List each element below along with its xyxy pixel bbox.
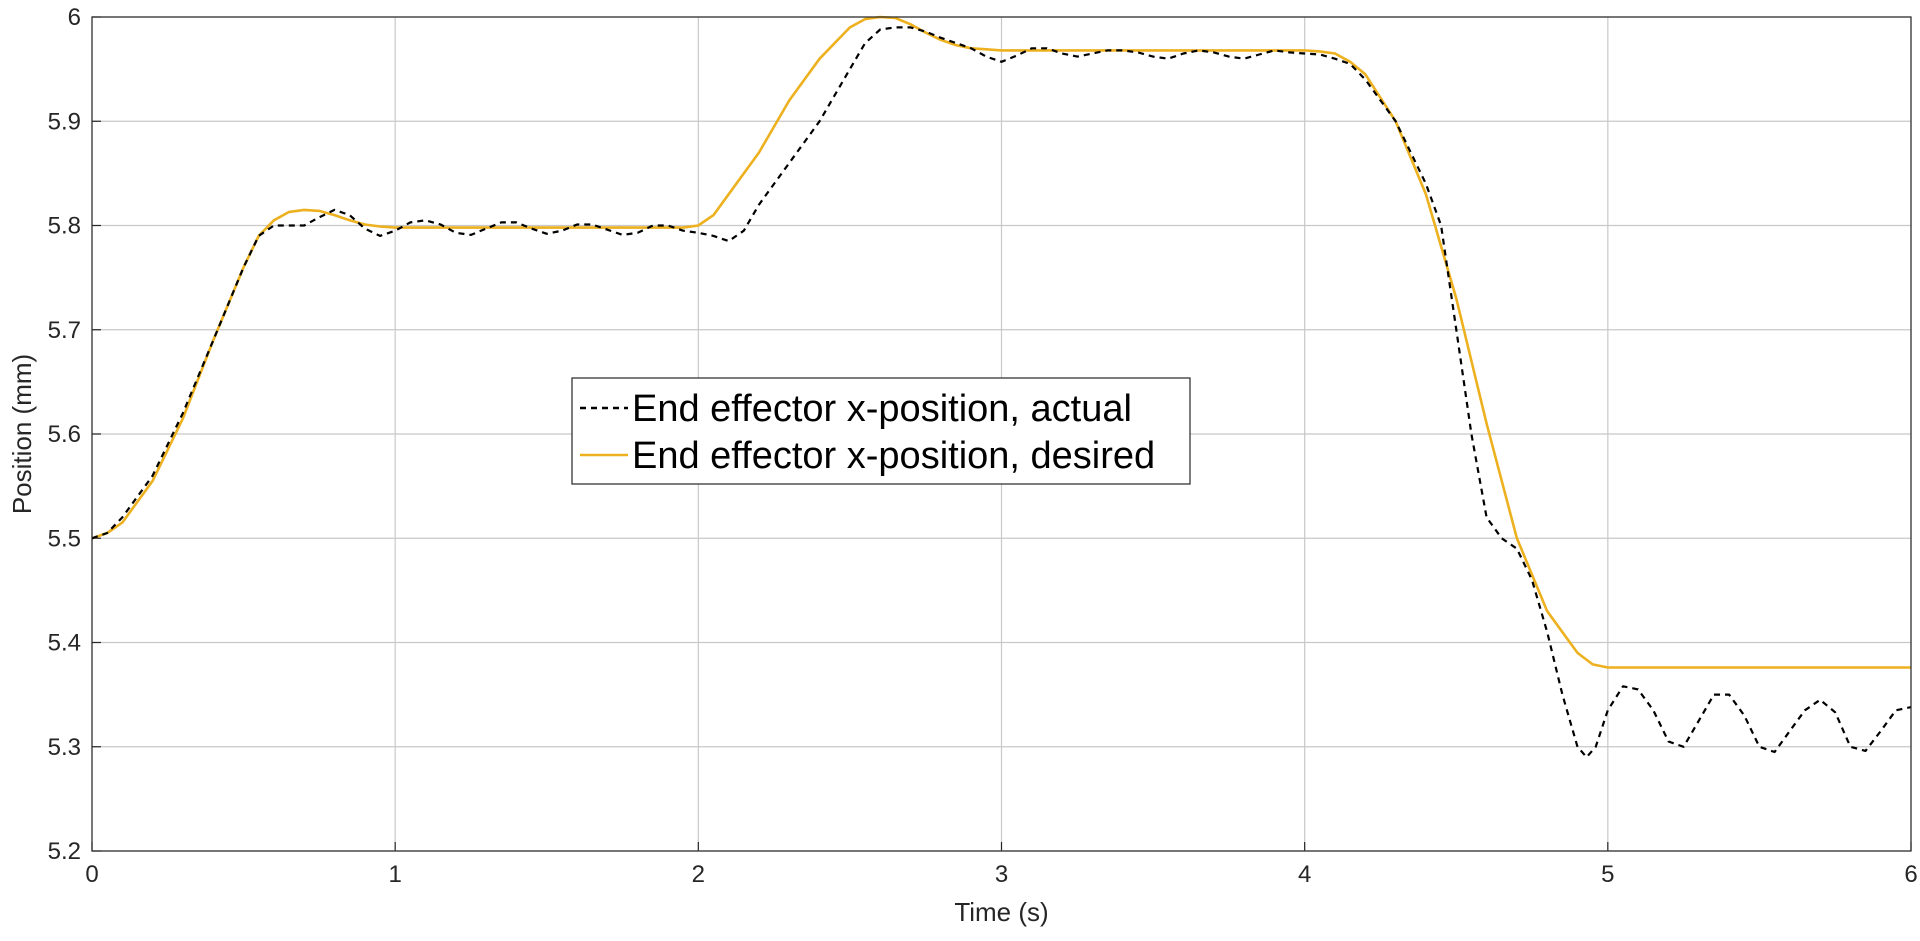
x-tick-label: 0: [85, 861, 98, 888]
y-tick-label: 5.8: [48, 213, 81, 240]
x-tick-label: 1: [388, 861, 401, 888]
y-axis-label: Position (mm): [7, 354, 37, 514]
legend: End effector x-position, actual End effe…: [571, 377, 1191, 485]
x-axis-label: Time (s): [954, 897, 1048, 927]
series-line-actual: [91, 26, 1912, 759]
legend-label-desired: End effector x-position, desired: [632, 435, 1155, 477]
legend-box: [571, 377, 1191, 485]
x-tick-label: 5: [1601, 861, 1614, 888]
y-tick-label: 5.9: [48, 108, 81, 135]
x-tick-label: 4: [1298, 861, 1311, 888]
series-layer: [91, 15, 1912, 759]
tick-labels: 0 1 2 3 4 5 6 5.2 5.3 5.4 5.5 5.6 5.7 5.8 5.9 6: [48, 4, 1918, 888]
y-tick-label: 5.7: [48, 317, 81, 344]
x-tick-label: 2: [692, 861, 705, 888]
legend-label-actual: End effector x-position, actual: [632, 388, 1132, 430]
y-tick-label: 5.2: [48, 838, 81, 865]
plot-area-frame: [91, 16, 1912, 852]
y-tick-label: 5.5: [48, 525, 81, 552]
x-tick-label: 3: [995, 861, 1008, 888]
y-tick-label: 5.4: [48, 630, 81, 657]
y-tick-label: 5.3: [48, 734, 81, 761]
series-line-desired: [91, 15, 1911, 669]
x-tick-label: 6: [1904, 861, 1917, 888]
y-tick-label: 6: [68, 4, 81, 31]
y-tick-label: 5.6: [48, 421, 81, 448]
